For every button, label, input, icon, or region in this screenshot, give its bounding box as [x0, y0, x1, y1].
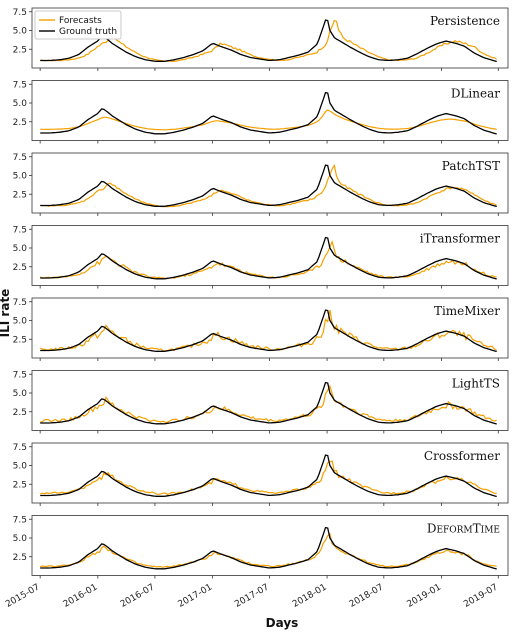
y-tick-label: 5.0 — [13, 172, 28, 182]
x-tick-label: 2017-01 — [177, 582, 215, 609]
model-name: Persistence — [430, 14, 500, 28]
y-tick-label: 7.5 — [13, 370, 27, 380]
x-tick-label: 2019-01 — [405, 582, 443, 609]
panel-frame — [31, 297, 509, 359]
y-tick-label: 5.0 — [13, 534, 28, 544]
y-tick-label: 5.0 — [13, 244, 28, 254]
panel-deformtime: 2.5 5.0 7.5 DEFORMTIME — [13, 515, 509, 579]
ground-truth-line — [40, 381, 497, 425]
model-name: DEFORMTIME — [427, 522, 500, 536]
legend-label: Ground truth — [59, 27, 117, 37]
legend-label: Forecasts — [59, 16, 102, 26]
y-tick-label: 5.0 — [13, 462, 28, 472]
y-tick-label: 2.5 — [13, 118, 27, 128]
y-tick-label: 2.5 — [13, 45, 27, 55]
ground-truth-line — [40, 526, 497, 570]
y-tick-label: 5.0 — [13, 389, 28, 399]
ground-truth-line — [40, 91, 497, 135]
y-tick-label: 5.0 — [13, 27, 28, 37]
y-tick-label: 2.5 — [13, 263, 27, 273]
y-tick-label: 2.5 — [13, 553, 27, 563]
ground-truth-line — [40, 19, 497, 63]
x-tick-label: 2016-07 — [119, 582, 157, 609]
y-tick-label: 2.5 — [13, 408, 27, 418]
model-name: TimeMixer — [434, 304, 500, 318]
panel-frame — [31, 370, 509, 431]
panel-timemixer: 2.5 5.0 7.5 TimeMixer — [13, 297, 509, 361]
model-name: PatchTST — [442, 159, 500, 173]
model-name: LightTS — [452, 377, 500, 391]
panel-frame — [31, 225, 509, 286]
panel-crossformer: 2.5 5.0 7.5 Crossformer — [13, 442, 509, 506]
model-name: Crossformer — [424, 449, 500, 463]
x-axis: 2015-07 2016-01 2016-07 2017-01 2017-07 2018-… — [4, 582, 500, 609]
ground-truth-line — [40, 454, 497, 498]
x-tick-label: 2017-07 — [233, 582, 271, 609]
x-tick-label: 2016-01 — [62, 582, 100, 609]
forecast-line — [40, 460, 497, 496]
y-tick-label: 2.5 — [13, 190, 27, 200]
y-tick-label: 2.5 — [13, 335, 27, 345]
forecast-line — [40, 163, 497, 208]
y-tick-label: 7.5 — [13, 443, 27, 453]
panel-itransformer: 2.5 5.0 7.5 iTransformer — [13, 225, 509, 289]
x-axis-label: Days — [266, 616, 299, 630]
model-name: DLinear — [451, 87, 500, 101]
panel-frame — [31, 515, 509, 576]
ground-truth-line — [40, 236, 497, 280]
panel-lightts: 2.5 5.0 7.5 LightTS — [13, 370, 509, 434]
panels-group: 2.5 5.0 7.5 Persistence 2.5 5.0 7.5 DLinear 2.5 5… — [13, 7, 509, 579]
ground-truth-line — [40, 309, 497, 353]
model-name: iTransformer — [420, 232, 501, 246]
x-tick-label: 2018-07 — [348, 582, 386, 609]
x-tick-label: 2018-01 — [291, 582, 329, 609]
ground-truth-line — [40, 164, 497, 208]
panel-dlinear: 2.5 5.0 7.5 DLinear — [13, 80, 509, 144]
y-tick-label: 7.5 — [13, 225, 27, 235]
x-tick-label: 2015-07 — [4, 582, 42, 609]
panel-frame — [31, 80, 509, 141]
legend-box — [34, 10, 122, 40]
y-tick-label: 7.5 — [13, 153, 27, 163]
x-tick-label: 2019-07 — [462, 582, 500, 609]
y-tick-label: 5.0 — [13, 317, 28, 327]
y-tick-label: 5.0 — [13, 99, 28, 109]
y-tick-label: 7.5 — [13, 298, 27, 308]
panel-frame — [31, 152, 509, 214]
y-tick-label: 7.5 — [13, 515, 27, 525]
y-tick-label: 7.5 — [13, 80, 27, 90]
forecast-line — [40, 109, 497, 131]
y-tick-label: 7.5 — [13, 8, 27, 18]
y-tick-label: 2.5 — [13, 480, 27, 490]
y-axis-label: ILI rate — [0, 289, 12, 338]
panel-patchtst: 2.5 5.0 7.5 PatchTST — [13, 152, 509, 216]
